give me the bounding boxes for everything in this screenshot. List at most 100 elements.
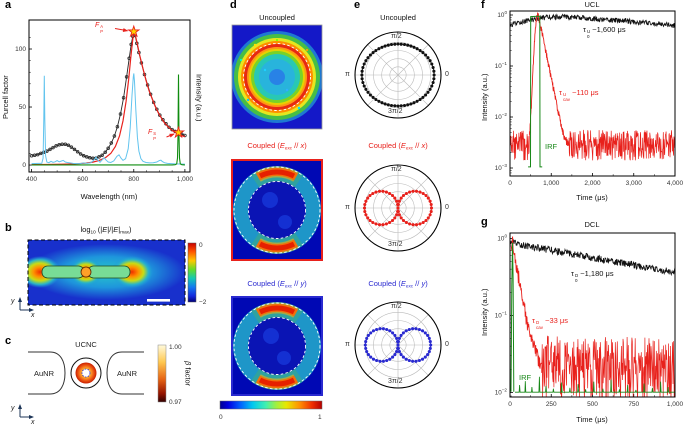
polar-tick-label: 3π/2	[388, 108, 403, 115]
y-axis-arrow-label: y	[10, 298, 15, 305]
colorbar-b-max: 0	[199, 242, 203, 249]
svg-text:100: 100	[15, 46, 26, 53]
svg-text:0: 0	[508, 180, 512, 187]
colorbar-c-max: 1.00	[169, 344, 182, 351]
aunr-outline-left	[28, 351, 66, 395]
simulation-boundary	[27, 239, 186, 306]
colorbar-b	[187, 242, 197, 303]
colorbar-d-max: 1	[318, 414, 322, 421]
plot-frame	[28, 19, 191, 173]
svg-text:800: 800	[128, 176, 139, 183]
x-axis-arrow-label: x	[30, 419, 35, 426]
panel-label-a: a	[5, 0, 12, 11]
panel-label-g: g	[481, 216, 488, 228]
field-map-image	[28, 240, 185, 305]
plot-frame	[509, 232, 676, 398]
ucnc-inner-core	[81, 368, 91, 378]
series-irf-pulse	[528, 15, 543, 168]
x-axis: 0 1,000 2,000 3,000 4,000	[508, 173, 684, 187]
d-title-coupled-x: Coupled (Eexc // x)	[247, 141, 307, 151]
svg-text:500: 500	[587, 401, 598, 408]
panel-c-schematic: UCNC AuNR AuNR 1.00 0.97 y x	[10, 340, 182, 426]
c-colorbar-label: β factor	[183, 361, 193, 387]
annotation-arrow	[166, 133, 175, 138]
aunr-label-right: AuNR	[117, 369, 138, 378]
series-irf-spike	[510, 242, 515, 392]
star-marker	[171, 125, 186, 139]
e-title-coupled-x: Coupled (Eexc // x)	[368, 141, 428, 151]
panel-a-chart: 400 600 800 1,000 0 50 100	[15, 19, 194, 183]
series-scattering-spectrum	[31, 73, 185, 165]
annotation-arrow	[114, 28, 129, 32]
polar-frame	[354, 301, 442, 389]
svg-text:10−3: 10−3	[495, 163, 508, 172]
heatmap-coupled-x	[232, 160, 322, 260]
svg-text:750: 750	[628, 401, 639, 408]
colorbar-c	[157, 344, 167, 403]
y-axis-arrow-label: y	[10, 405, 15, 412]
svg-text:50: 50	[19, 104, 27, 111]
polar-tick-label: π	[345, 71, 350, 78]
scale-bar	[147, 299, 170, 302]
f-y-axis-label: Intensity (a.u.)	[480, 73, 489, 122]
series-dcl-cavity-noise-floor	[541, 335, 675, 397]
polar-frame	[354, 31, 442, 119]
polar-tick-label: 0	[445, 341, 449, 348]
svg-text:0: 0	[22, 162, 26, 169]
heatmap-coupled-y	[232, 297, 322, 395]
svg-text:1,000: 1,000	[177, 176, 194, 183]
series-ucl-cavity	[528, 12, 570, 147]
panel-label-d: d	[230, 0, 237, 11]
g-irf-label: IRF	[519, 373, 532, 382]
polar-tick-label: 3π/2	[388, 378, 403, 385]
aunr-rod-left	[41, 265, 85, 279]
x-axis-arrow-label: x	[30, 312, 35, 319]
polar-coupled-x	[354, 164, 442, 252]
series-irf-noise-floor	[515, 376, 675, 393]
colorbar-d-min: 0	[219, 414, 223, 421]
star-marker	[127, 24, 141, 38]
a-secondary-y-axis-label: Intensity (a.u.)	[194, 74, 204, 122]
panel-g-chart: 0 250 500 750 1,000 100 10−1 10−2	[495, 232, 684, 408]
svg-text:100: 100	[497, 234, 507, 243]
g-y-axis-label: Intensity (a.u.)	[480, 288, 489, 337]
series-ucl-cavity-baseline-pre	[510, 130, 530, 161]
polar-uncoupled	[354, 31, 442, 119]
svg-text:0: 0	[508, 401, 512, 408]
d-title-uncoupled: Uncoupled	[259, 13, 295, 22]
aunr-label-left: AuNR	[34, 369, 55, 378]
panel-label-b: b	[5, 222, 12, 234]
svg-text:600: 600	[77, 176, 88, 183]
polar-tick-label: π	[345, 341, 350, 348]
plot-frame	[509, 10, 676, 177]
svg-text:2,000: 2,000	[584, 180, 601, 187]
ucnc-label: UCNC	[75, 340, 97, 349]
polar-frame	[354, 164, 442, 252]
f-irf-label: IRF	[545, 142, 558, 151]
f-title: UCL	[584, 0, 600, 9]
panel-label-c: c	[5, 335, 12, 347]
svg-text:3,000: 3,000	[626, 180, 643, 187]
svg-text:10−1: 10−1	[495, 61, 508, 70]
series-dcl-cavity	[510, 236, 542, 369]
colorbar-d	[219, 400, 323, 410]
series-ucl-uncoupled	[510, 13, 675, 29]
svg-text:10−1: 10−1	[495, 311, 508, 320]
g-x-axis-label: Time (μs)	[576, 415, 608, 424]
ucnc-particle	[80, 266, 92, 278]
axes-arrows-c: y x	[10, 404, 35, 426]
x-axis: 0 250 500 750 1,000	[508, 394, 684, 408]
aunr-outline-right	[106, 351, 144, 395]
svg-text:250: 250	[546, 401, 557, 408]
svg-text:1,000: 1,000	[543, 180, 560, 187]
svg-text:1,000: 1,000	[667, 401, 684, 408]
svg-text:400: 400	[26, 176, 37, 183]
svg-text:10−2: 10−2	[495, 388, 508, 397]
svg-text:10−2: 10−2	[495, 112, 508, 121]
svg-text:100: 100	[497, 10, 507, 19]
svg-text:4,000: 4,000	[667, 180, 684, 187]
polar-tick-label: π/2	[391, 166, 402, 173]
